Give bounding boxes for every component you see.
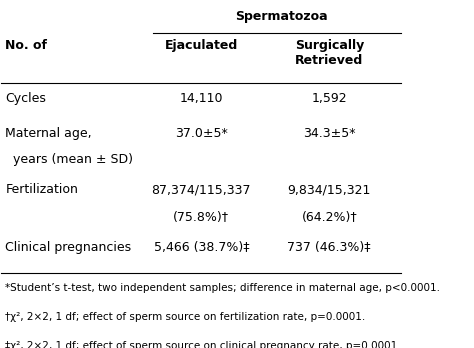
Text: 5,466 (38.7%)‡: 5,466 (38.7%)‡ <box>154 241 249 254</box>
Text: 14,110: 14,110 <box>180 92 223 105</box>
Text: †χ², 2×2, 1 df; effect of sperm source on fertilization rate, p=0.0001.: †χ², 2×2, 1 df; effect of sperm source o… <box>5 312 365 322</box>
Text: 37.0±5*: 37.0±5* <box>175 127 228 140</box>
Text: 737 (46.3%)‡: 737 (46.3%)‡ <box>288 241 371 254</box>
Text: (64.2%)†: (64.2%)† <box>301 211 357 223</box>
Text: *Student’s t-test, two independent samples; difference in maternal age, p<0.0001: *Student’s t-test, two independent sampl… <box>5 283 440 293</box>
Text: ‡χ², 2×2, 1 df; effect of sperm source on clinical pregnancy rate, p=0.0001.: ‡χ², 2×2, 1 df; effect of sperm source o… <box>5 341 401 348</box>
Text: Cycles: Cycles <box>5 92 46 105</box>
Text: 87,374/115,337: 87,374/115,337 <box>152 183 251 196</box>
Text: years (mean ± SD): years (mean ± SD) <box>5 153 133 166</box>
Text: Spermatozoa: Spermatozoa <box>235 10 328 23</box>
Text: 9,834/15,321: 9,834/15,321 <box>288 183 371 196</box>
Text: Clinical pregnancies: Clinical pregnancies <box>5 241 131 254</box>
Text: Fertilization: Fertilization <box>5 183 78 196</box>
Text: No. of: No. of <box>5 39 47 52</box>
Text: Maternal age,: Maternal age, <box>5 127 92 140</box>
Text: Ejaculated: Ejaculated <box>164 39 238 52</box>
Text: 34.3±5*: 34.3±5* <box>303 127 356 140</box>
Text: (75.8%)†: (75.8%)† <box>173 211 229 223</box>
Text: 1,592: 1,592 <box>311 92 347 105</box>
Text: Surgically
Retrieved: Surgically Retrieved <box>295 39 364 67</box>
